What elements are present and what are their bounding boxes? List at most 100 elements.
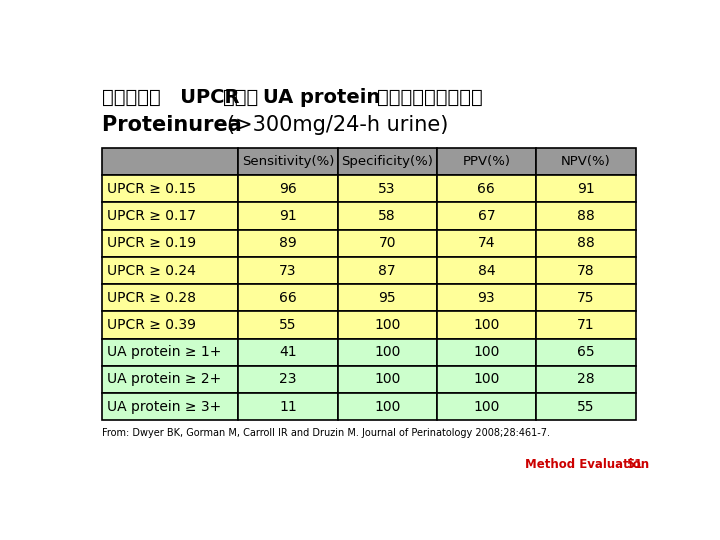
Text: 100: 100 — [473, 400, 500, 414]
Bar — [102, 284, 238, 312]
Text: UPCR ≥ 0.15: UPCR ≥ 0.15 — [107, 182, 196, 196]
Text: 100: 100 — [374, 400, 400, 414]
Bar — [238, 366, 338, 393]
Text: (>300mg/24-h urine): (>300mg/24-h urine) — [227, 114, 448, 134]
Text: 78: 78 — [577, 264, 595, 278]
Text: 74: 74 — [477, 237, 495, 250]
Bar — [102, 366, 238, 393]
Bar — [437, 312, 536, 339]
Text: 73: 73 — [279, 264, 297, 278]
Bar — [238, 257, 338, 284]
Text: 28: 28 — [577, 373, 595, 387]
Text: 87: 87 — [378, 264, 396, 278]
Bar — [102, 312, 238, 339]
Bar — [338, 393, 437, 420]
Text: UPCR ≥ 0.19: UPCR ≥ 0.19 — [107, 237, 196, 250]
Bar — [338, 339, 437, 366]
Bar — [437, 202, 536, 230]
Bar — [238, 175, 338, 202]
Text: NPV(%): NPV(%) — [561, 155, 611, 168]
Text: 53: 53 — [379, 182, 396, 196]
Text: การใช: การใช — [102, 87, 161, 107]
Text: 91: 91 — [279, 209, 297, 223]
Bar — [102, 148, 238, 175]
Text: UA protein: UA protein — [263, 87, 387, 107]
Text: UA protein ≥ 3+: UA protein ≥ 3+ — [107, 400, 221, 414]
Text: 71: 71 — [577, 318, 595, 332]
Bar — [102, 175, 238, 202]
Text: UPCR ≥ 0.24: UPCR ≥ 0.24 — [107, 264, 196, 278]
Bar — [102, 339, 238, 366]
Text: Sensitivity(%): Sensitivity(%) — [242, 155, 334, 168]
Text: 58: 58 — [378, 209, 396, 223]
Text: UA protein ≥ 1+: UA protein ≥ 1+ — [107, 345, 221, 359]
Bar — [437, 284, 536, 312]
Text: 100: 100 — [374, 318, 400, 332]
Bar — [338, 148, 437, 175]
Bar — [102, 230, 238, 257]
Text: 11: 11 — [279, 400, 297, 414]
Bar — [536, 284, 636, 312]
Text: 88: 88 — [577, 237, 595, 250]
Text: 66: 66 — [279, 291, 297, 305]
Bar — [102, 257, 238, 284]
Text: 75: 75 — [577, 291, 595, 305]
Bar — [437, 393, 536, 420]
Bar — [338, 312, 437, 339]
Text: From: Dwyer BK, Gorman M, Carroll IR and Druzin M. Journal of Perinatology 2008;: From: Dwyer BK, Gorman M, Carroll IR and… — [102, 428, 550, 438]
Text: และ: และ — [222, 87, 264, 107]
Bar — [437, 366, 536, 393]
Bar — [536, 148, 636, 175]
Text: 89: 89 — [279, 237, 297, 250]
Text: 96: 96 — [279, 182, 297, 196]
Bar — [338, 284, 437, 312]
Bar — [437, 175, 536, 202]
Text: 100: 100 — [374, 345, 400, 359]
Text: 88: 88 — [577, 209, 595, 223]
Text: UA protein ≥ 2+: UA protein ≥ 2+ — [107, 373, 221, 387]
Bar — [238, 202, 338, 230]
Bar — [238, 393, 338, 420]
Text: 55: 55 — [279, 318, 297, 332]
Text: UPCR: UPCR — [160, 87, 246, 107]
Text: Method Evaluation: Method Evaluation — [526, 458, 649, 471]
Bar — [338, 202, 437, 230]
Text: 91: 91 — [577, 182, 595, 196]
Text: 100: 100 — [374, 373, 400, 387]
Bar — [238, 339, 338, 366]
Bar — [238, 230, 338, 257]
Bar — [536, 312, 636, 339]
Bar — [536, 257, 636, 284]
Bar — [238, 284, 338, 312]
Text: 55: 55 — [577, 400, 595, 414]
Bar — [338, 257, 437, 284]
Text: Proteinurea: Proteinurea — [102, 114, 249, 134]
Bar — [437, 339, 536, 366]
Bar — [338, 175, 437, 202]
Text: 95: 95 — [378, 291, 396, 305]
Bar — [536, 393, 636, 420]
Bar — [238, 312, 338, 339]
Bar — [536, 339, 636, 366]
Bar — [102, 202, 238, 230]
Text: 93: 93 — [477, 291, 495, 305]
Bar — [536, 175, 636, 202]
Text: 66: 66 — [477, 182, 495, 196]
Bar — [238, 148, 338, 175]
Text: 84: 84 — [477, 264, 495, 278]
Text: วนจฉยภาวะ: วนจฉยภาวะ — [377, 87, 483, 107]
Bar — [338, 366, 437, 393]
Text: 100: 100 — [473, 345, 500, 359]
Text: 51: 51 — [626, 458, 642, 471]
Bar — [437, 230, 536, 257]
Text: 100: 100 — [473, 373, 500, 387]
Bar — [437, 257, 536, 284]
Text: UPCR ≥ 0.39: UPCR ≥ 0.39 — [107, 318, 196, 332]
Text: PPV(%): PPV(%) — [462, 155, 510, 168]
Text: Specificity(%): Specificity(%) — [341, 155, 433, 168]
Text: UPCR ≥ 0.17: UPCR ≥ 0.17 — [107, 209, 196, 223]
Text: 41: 41 — [279, 345, 297, 359]
Bar — [102, 393, 238, 420]
Text: 23: 23 — [279, 373, 297, 387]
Bar — [437, 148, 536, 175]
